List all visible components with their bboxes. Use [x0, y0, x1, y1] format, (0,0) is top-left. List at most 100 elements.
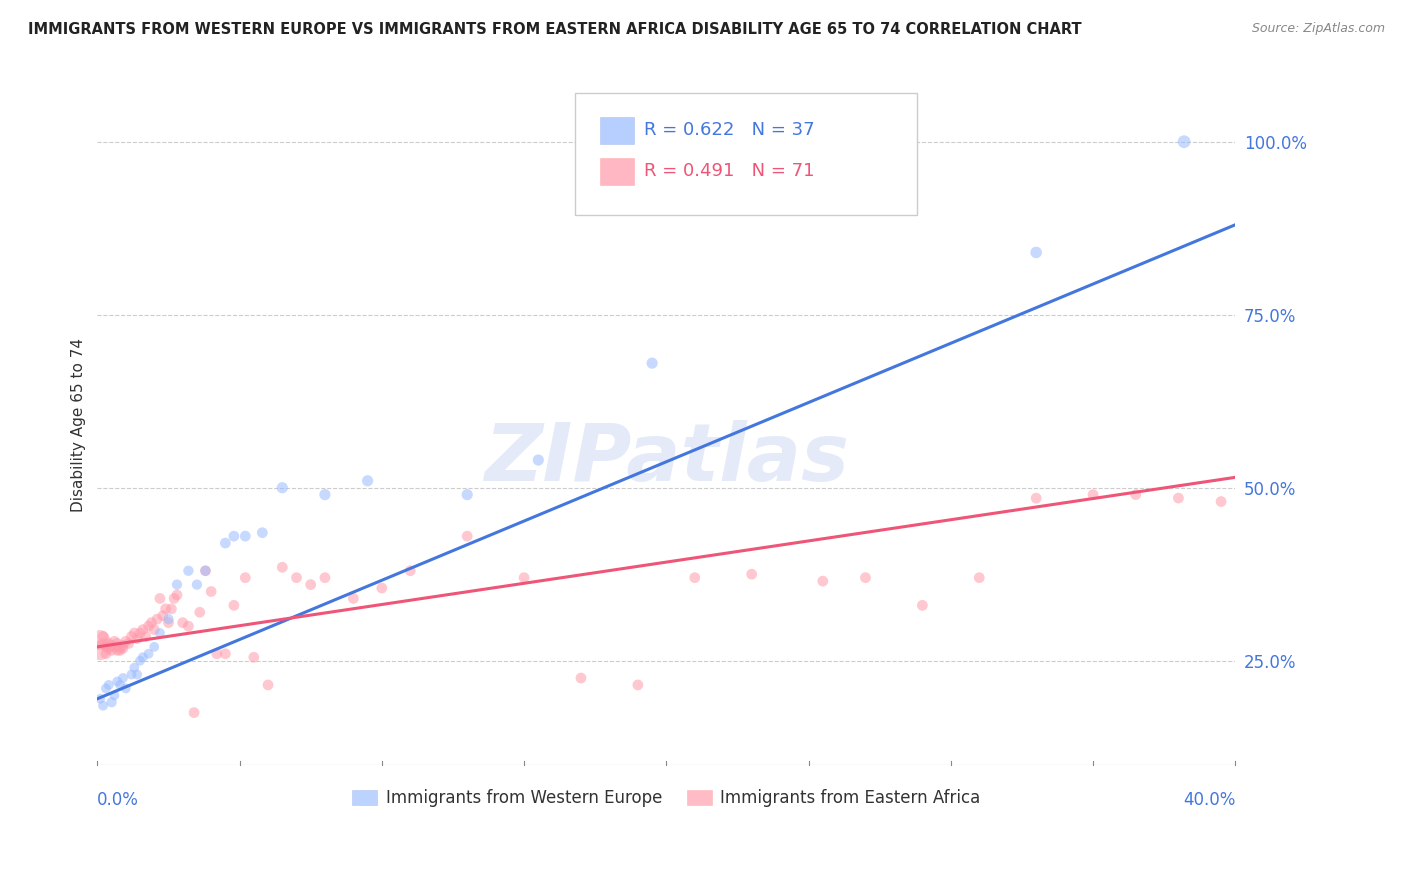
Point — [741, 567, 763, 582]
Point — [114, 681, 136, 696]
Point — [252, 525, 274, 540]
Point — [117, 636, 139, 650]
Point — [1125, 488, 1147, 502]
Point — [108, 678, 131, 692]
Point — [155, 602, 177, 616]
Point — [124, 626, 146, 640]
Point — [399, 564, 422, 578]
Point — [188, 605, 211, 619]
Point — [91, 636, 114, 650]
Point — [314, 488, 336, 502]
Point — [299, 577, 322, 591]
Point — [683, 571, 706, 585]
Point — [222, 599, 245, 613]
Point — [135, 630, 157, 644]
Point — [811, 574, 834, 588]
Text: IMMIGRANTS FROM WESTERN EUROPE VS IMMIGRANTS FROM EASTERN AFRICA DISABILITY AGE : IMMIGRANTS FROM WESTERN EUROPE VS IMMIGR… — [28, 22, 1081, 37]
Point — [114, 634, 136, 648]
Point — [183, 706, 205, 720]
Text: 0.0%: 0.0% — [97, 791, 139, 809]
Point — [127, 667, 149, 681]
Point — [105, 643, 128, 657]
Text: Source: ZipAtlas.com: Source: ZipAtlas.com — [1251, 22, 1385, 36]
Point — [527, 453, 550, 467]
Point — [146, 612, 169, 626]
Point — [177, 619, 200, 633]
Point — [141, 615, 163, 630]
Point — [94, 681, 117, 696]
Point — [222, 529, 245, 543]
Point — [121, 630, 143, 644]
Point — [233, 529, 256, 543]
Point — [194, 564, 217, 578]
Point — [456, 488, 478, 502]
Legend: Immigrants from Western Europe, Immigrants from Eastern Africa: Immigrants from Western Europe, Immigran… — [346, 782, 987, 814]
Point — [641, 356, 664, 370]
Point — [94, 647, 117, 661]
Point — [91, 698, 114, 713]
Point — [717, 135, 740, 149]
Point — [129, 626, 152, 640]
Point — [143, 623, 166, 637]
Point — [103, 634, 125, 648]
Point — [124, 660, 146, 674]
Point — [108, 643, 131, 657]
Point — [152, 608, 174, 623]
Point — [855, 571, 877, 585]
Point — [371, 581, 394, 595]
Point — [271, 560, 294, 574]
Text: R = 0.622   N = 37: R = 0.622 N = 37 — [644, 121, 814, 139]
Point — [271, 481, 294, 495]
Point — [163, 591, 186, 606]
Point — [356, 474, 378, 488]
Point — [97, 641, 120, 656]
Point — [233, 571, 256, 585]
Point — [205, 647, 228, 661]
Point — [967, 571, 990, 585]
Bar — [600, 158, 634, 185]
Point — [214, 536, 236, 550]
Point — [513, 571, 536, 585]
Text: 40.0%: 40.0% — [1182, 791, 1236, 809]
Point — [111, 641, 134, 656]
Point — [111, 639, 134, 653]
Point — [121, 667, 143, 681]
Point — [127, 632, 149, 646]
Point — [97, 678, 120, 692]
Point — [157, 615, 180, 630]
Point — [129, 654, 152, 668]
Point — [105, 636, 128, 650]
Point — [166, 588, 188, 602]
Point — [200, 584, 222, 599]
Point — [1167, 491, 1189, 505]
Point — [89, 691, 111, 706]
Point — [103, 640, 125, 654]
Point — [138, 619, 160, 633]
Point — [100, 643, 122, 657]
Point — [314, 571, 336, 585]
Point — [100, 639, 122, 653]
Point — [285, 571, 308, 585]
Point — [214, 647, 236, 661]
Point — [177, 564, 200, 578]
Point — [89, 632, 111, 647]
Point — [172, 615, 194, 630]
Point — [257, 678, 280, 692]
Point — [138, 647, 160, 661]
Point — [143, 640, 166, 654]
Point — [627, 678, 650, 692]
Point — [1025, 491, 1047, 505]
Point — [100, 695, 122, 709]
Text: R = 0.491   N = 71: R = 0.491 N = 71 — [644, 162, 814, 180]
Point — [1173, 135, 1195, 149]
Point — [89, 643, 111, 657]
Text: ZIPatlas: ZIPatlas — [484, 420, 849, 499]
Point — [456, 529, 478, 543]
Point — [711, 135, 734, 149]
Point — [97, 636, 120, 650]
Point — [342, 591, 364, 606]
Point — [1081, 488, 1104, 502]
Y-axis label: Disability Age 65 to 74: Disability Age 65 to 74 — [72, 338, 86, 512]
Point — [149, 591, 172, 606]
Point — [1209, 494, 1232, 508]
